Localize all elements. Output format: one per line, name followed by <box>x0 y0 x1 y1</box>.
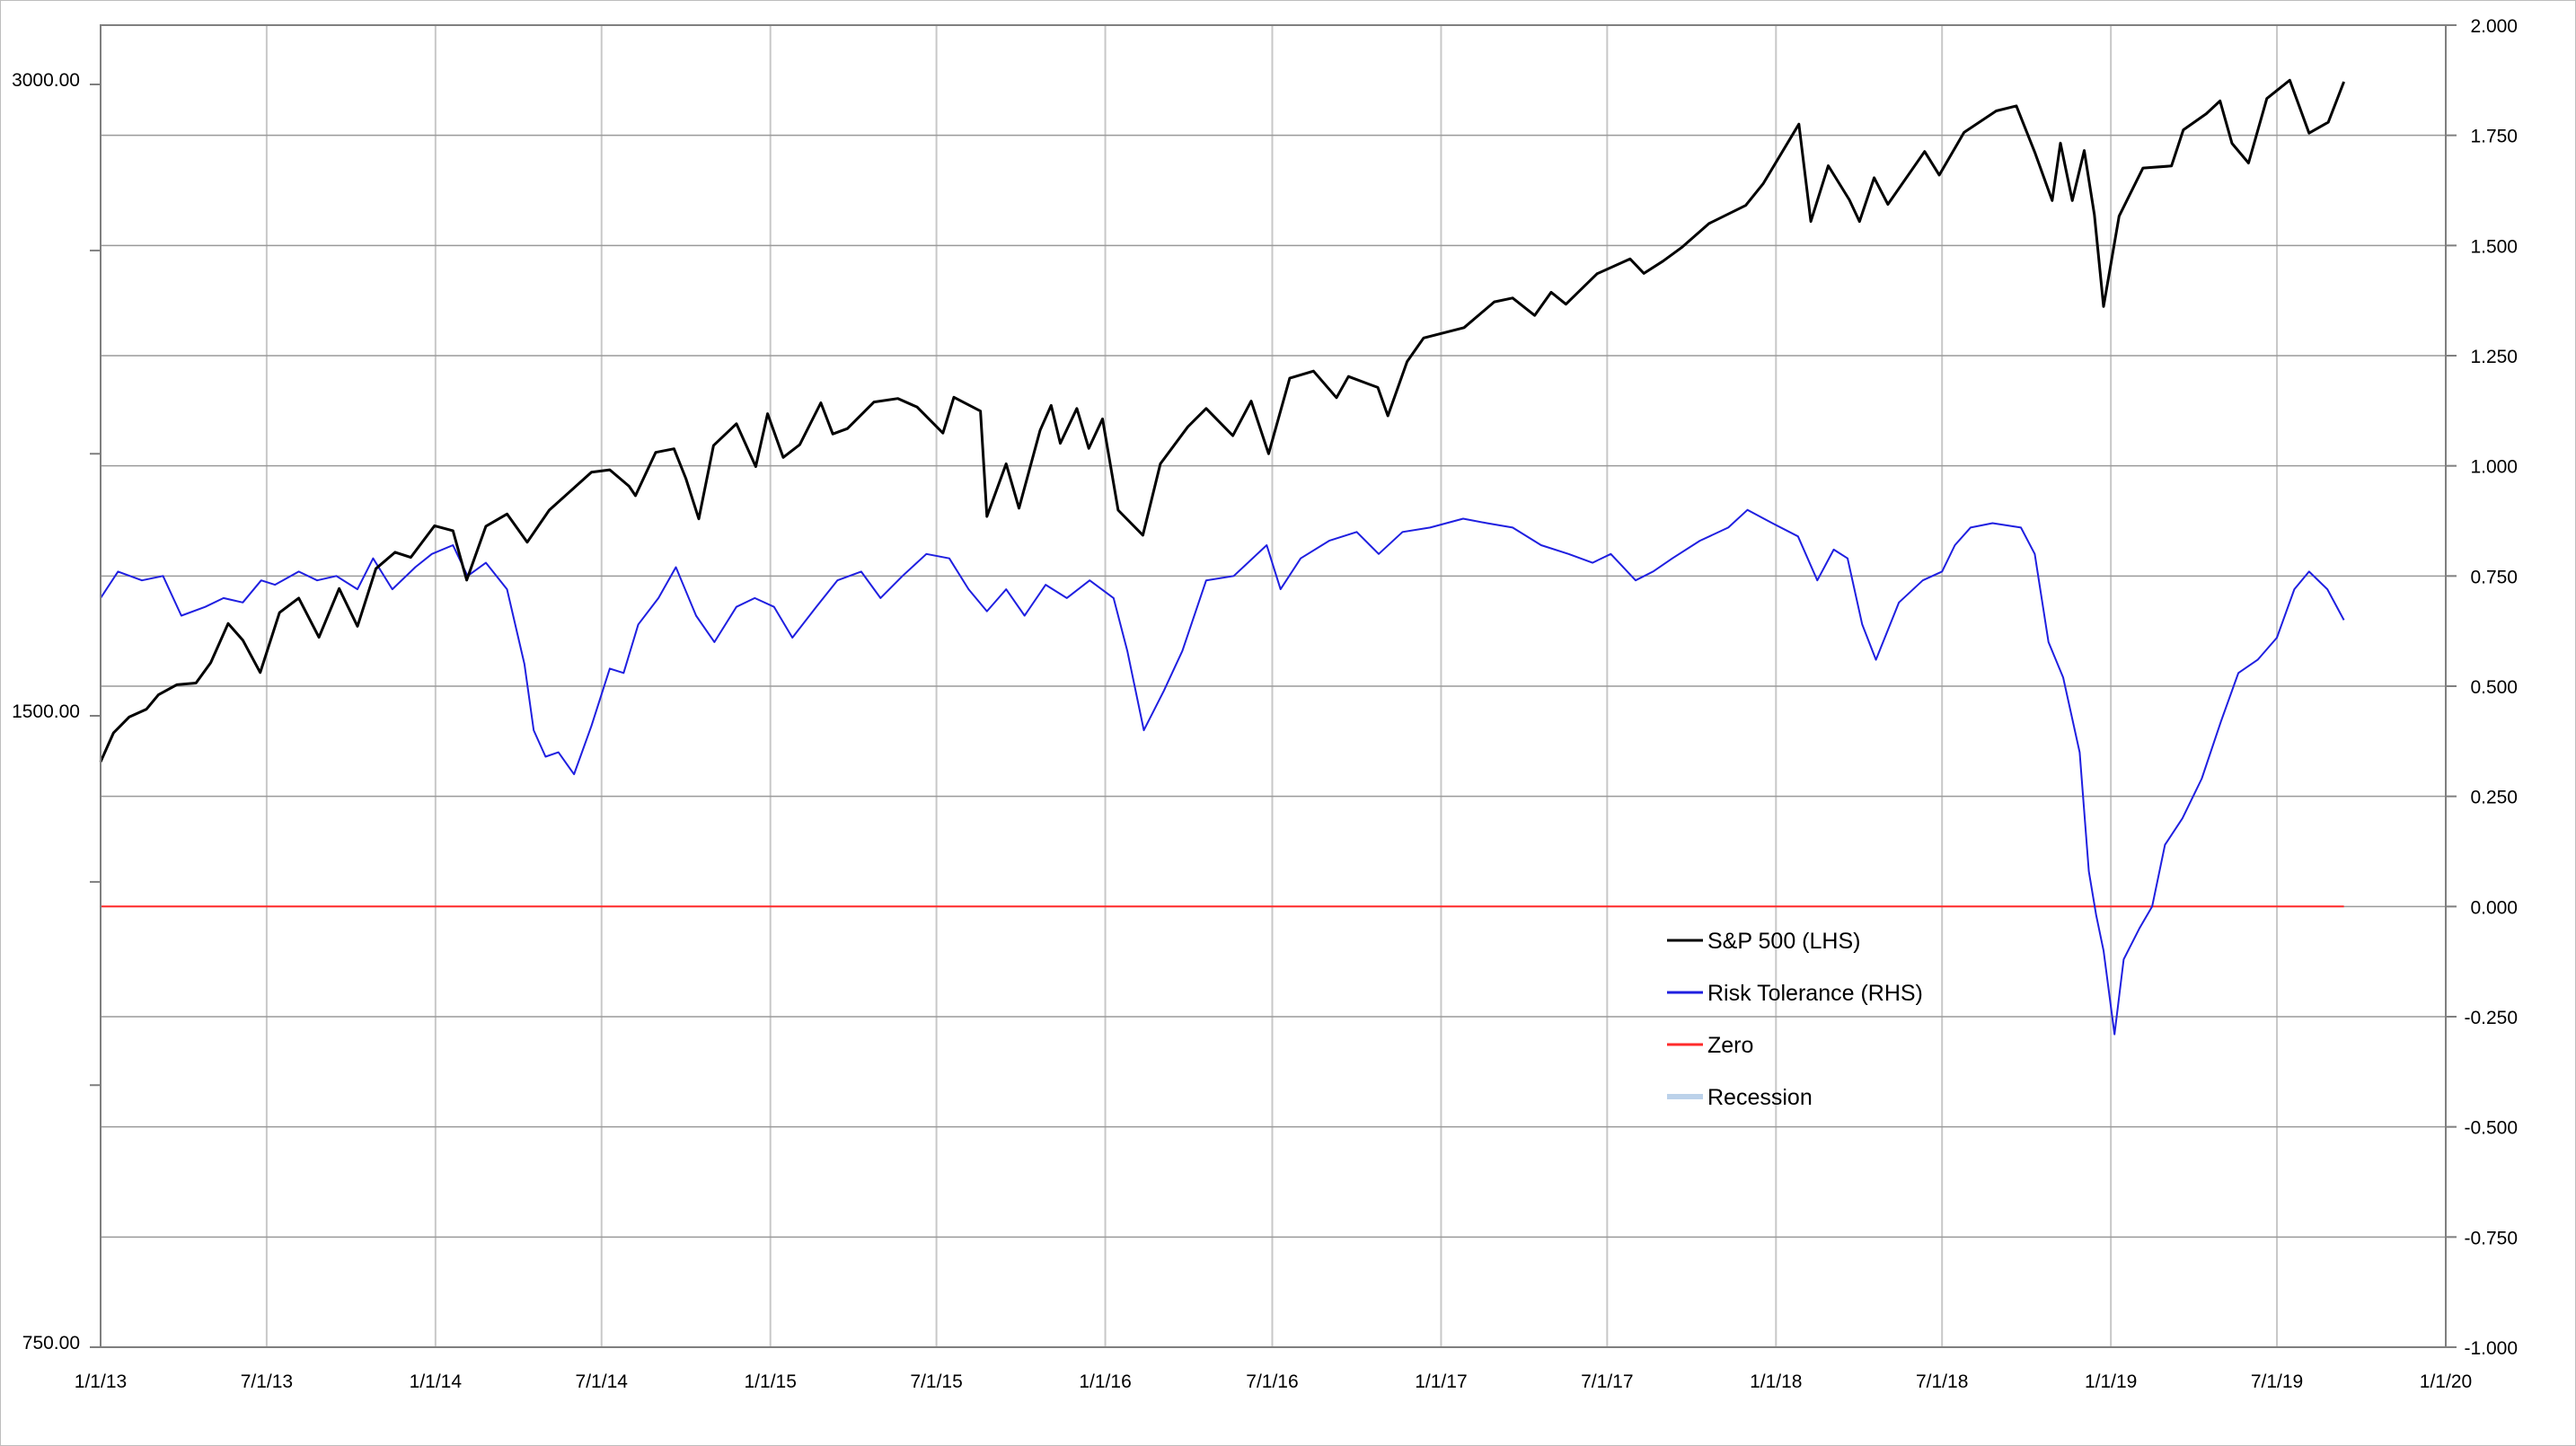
right-tick-label: 0.500 <box>2470 677 2518 698</box>
x-tick-label: 1/1/17 <box>1415 1371 1467 1392</box>
right-tick-label: -0.750 <box>2464 1228 2518 1248</box>
legend-label-s-p-500-lhs: S&P 500 (LHS) <box>1707 929 1860 954</box>
right-tick-label: 1.500 <box>2470 236 2518 257</box>
x-tick-label: 1/1/14 <box>410 1371 463 1392</box>
x-tick-label: 1/1/19 <box>2085 1371 2137 1392</box>
legend: S&P 500 (LHS) Risk Tolerance (RHS) Zero Rec… <box>1667 929 1923 1110</box>
left-tick-label: 3000.00 <box>12 70 80 91</box>
x-tick-label: 7/1/13 <box>241 1371 293 1392</box>
right-tick-label: 2.000 <box>2470 16 2518 37</box>
x-tick-label: 7/1/16 <box>1246 1371 1298 1392</box>
x-tick-label: 1/1/18 <box>1750 1371 1802 1392</box>
right-tick-label: 1.000 <box>2470 457 2518 478</box>
right-tick-label: -0.250 <box>2464 1008 2518 1028</box>
right-tick-label: 1.750 <box>2470 127 2518 147</box>
axes: 1/1/13 7/1/13 1/1/14 7/1/14 1/1/15 7/1/15 1/1/… <box>12 16 2518 1392</box>
x-tick-label: 1/1/16 <box>1079 1371 1131 1392</box>
left-tick-label: 750.00 <box>22 1333 80 1353</box>
x-tick-label: 7/1/14 <box>576 1371 629 1392</box>
series-lines <box>99 78 2345 1036</box>
x-tick-label: 7/1/19 <box>2251 1371 2303 1392</box>
left-tick-label: 1500.00 <box>12 701 80 722</box>
legend-label-risk-tolerance-rhs: Risk Tolerance (RHS) <box>1707 981 1923 1006</box>
legend-label-zero: Zero <box>1707 1033 1753 1058</box>
right-tick-label: -1.000 <box>2464 1338 2518 1359</box>
right-tick-label: 0.000 <box>2470 897 2518 918</box>
series-line-risk-tolerance-rhs <box>100 508 2345 1036</box>
right-tick-label: 0.250 <box>2470 788 2518 808</box>
right-tick-label: 1.250 <box>2470 347 2518 367</box>
x-tick-label: 1/1/20 <box>2420 1371 2472 1392</box>
x-tick-label: 7/1/18 <box>1916 1371 1968 1392</box>
x-tick-label: 7/1/15 <box>910 1371 962 1392</box>
x-tick-label: 7/1/17 <box>1581 1371 1633 1392</box>
right-tick-label: 0.750 <box>2470 567 2518 587</box>
right-tick-label: -0.500 <box>2464 1118 2518 1139</box>
series-line-s-p-500-lhs <box>99 78 2345 763</box>
legend-label-recession: Recession <box>1707 1085 1813 1110</box>
x-tick-label: 1/1/13 <box>75 1371 127 1392</box>
gridlines <box>100 24 2447 1348</box>
x-tick-label: 1/1/15 <box>745 1371 797 1392</box>
